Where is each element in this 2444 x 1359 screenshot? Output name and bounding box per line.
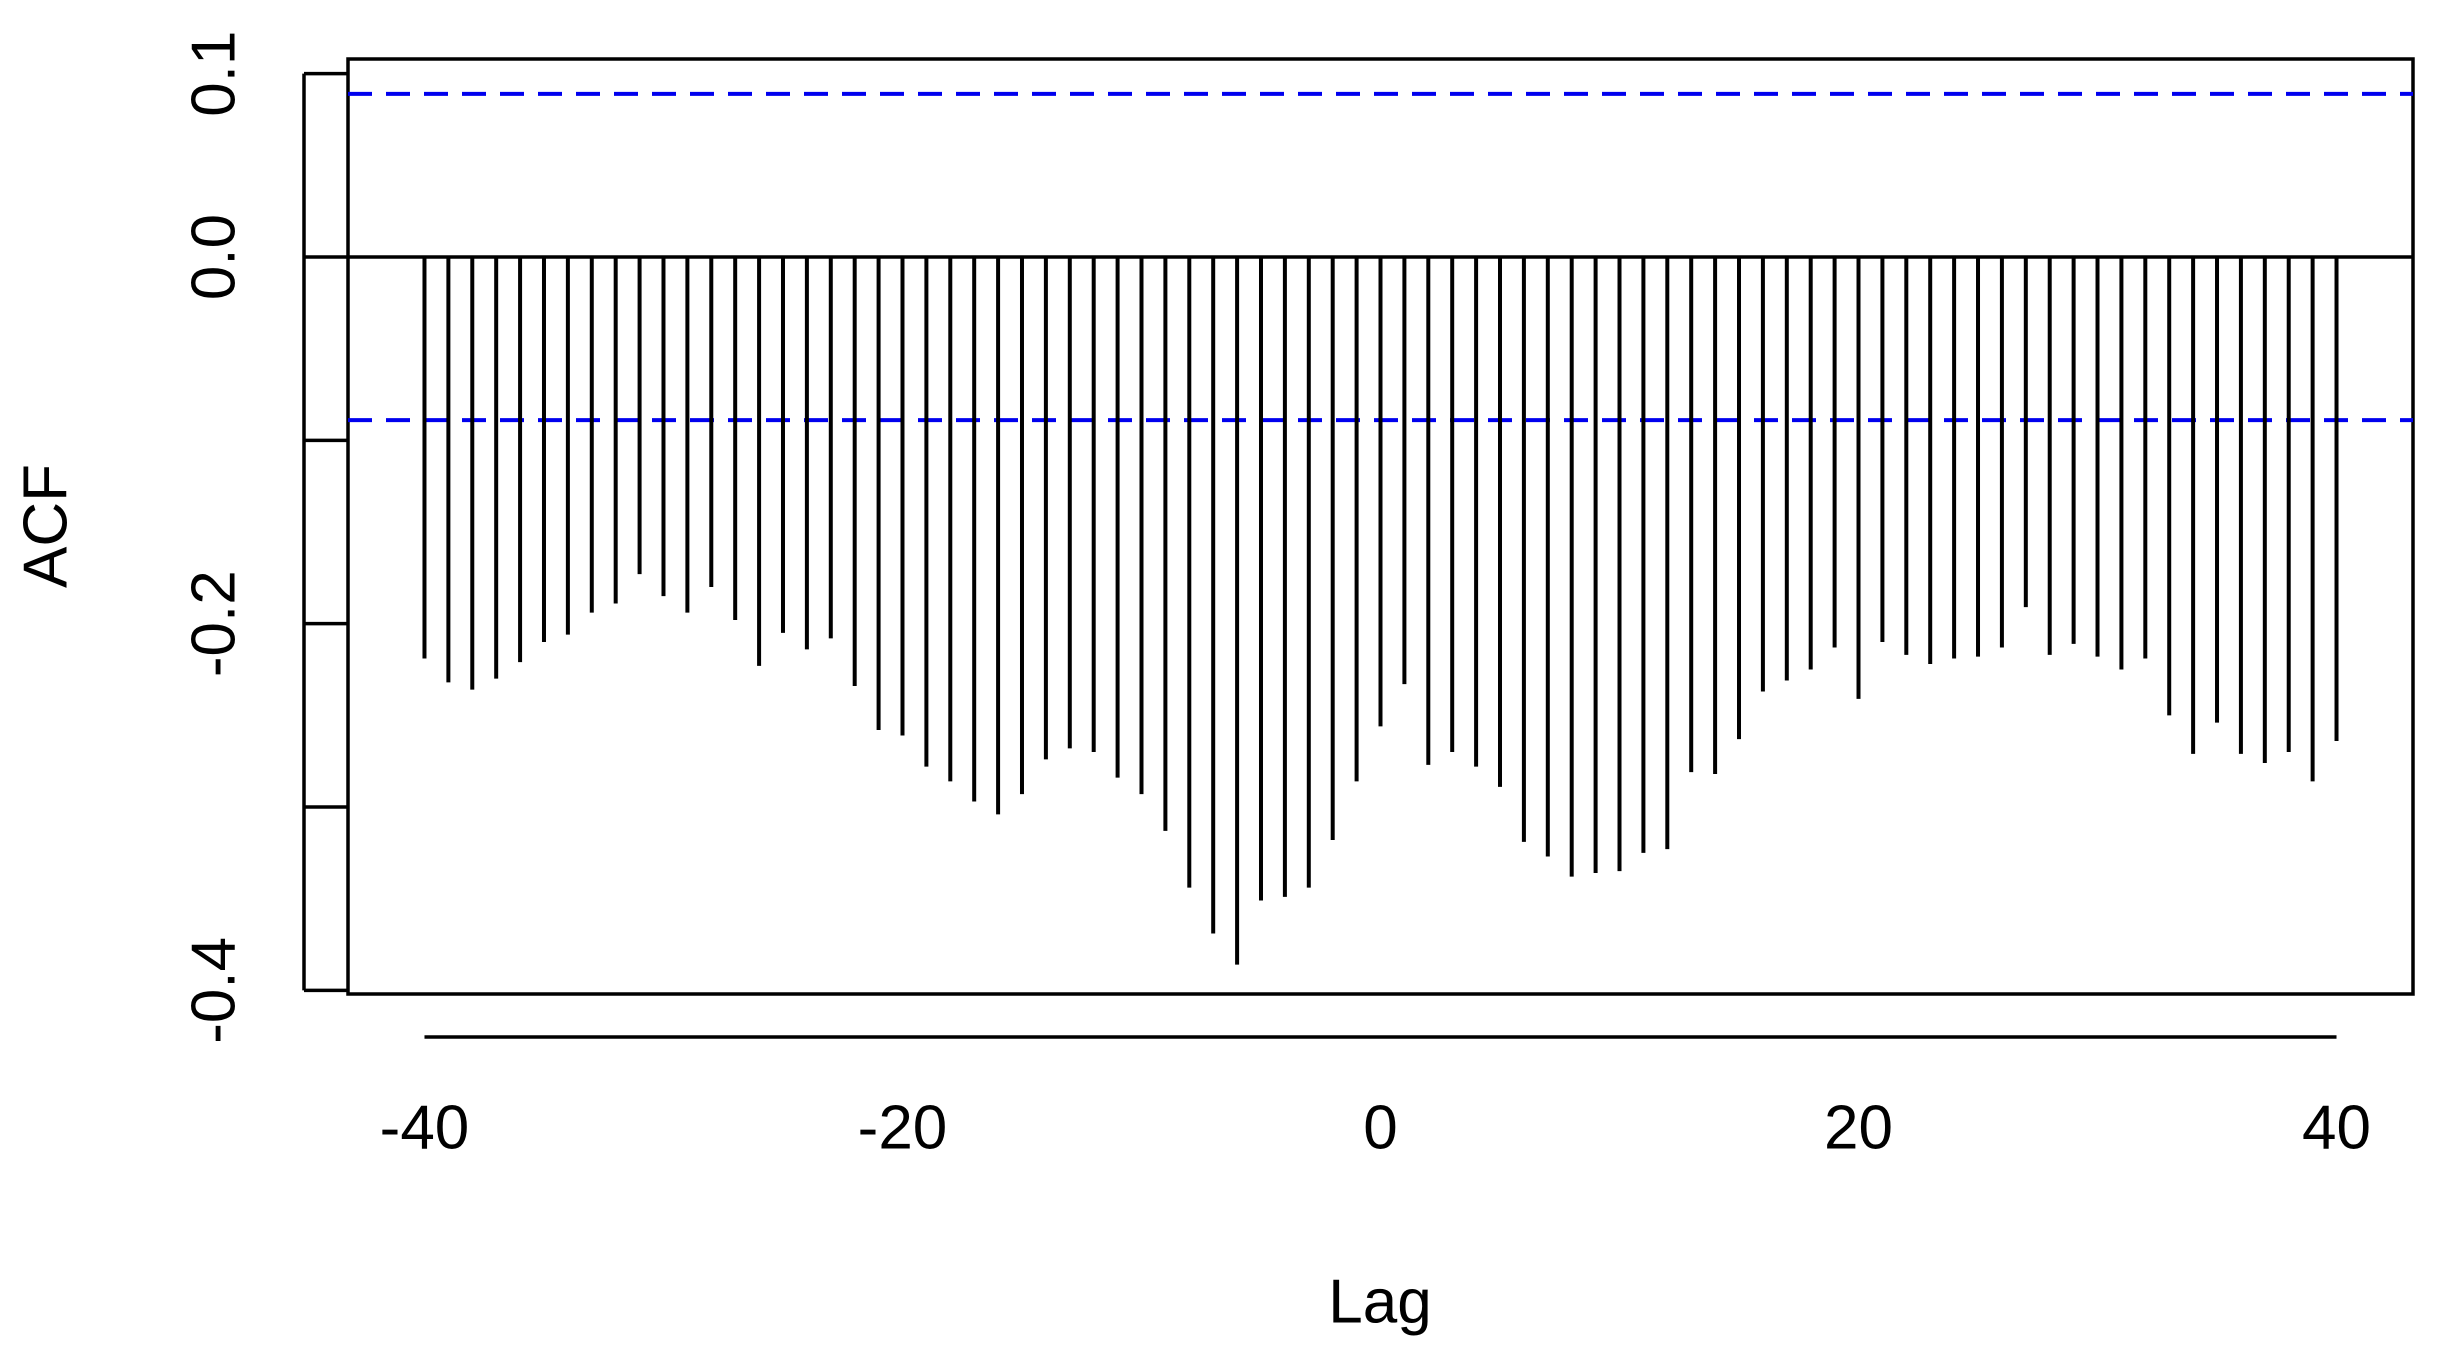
y-tick-label: 0.1	[179, 31, 248, 117]
y-tick-label: -0.2	[179, 570, 248, 677]
x-tick-label: 40	[2302, 1093, 2371, 1162]
y-tick-label: 0.0	[179, 214, 248, 300]
x-tick-label: 20	[1824, 1093, 1893, 1162]
plot-frame	[346, 57, 2415, 996]
y-tick-label: -0.4	[179, 937, 248, 1044]
x-tick-label: -20	[858, 1093, 948, 1162]
x-axis-label: Lag	[1328, 1267, 1431, 1336]
x-tick-label: -40	[380, 1093, 470, 1162]
y-axis-label: ACF	[11, 464, 80, 588]
x-tick-label: 0	[1363, 1093, 1397, 1162]
